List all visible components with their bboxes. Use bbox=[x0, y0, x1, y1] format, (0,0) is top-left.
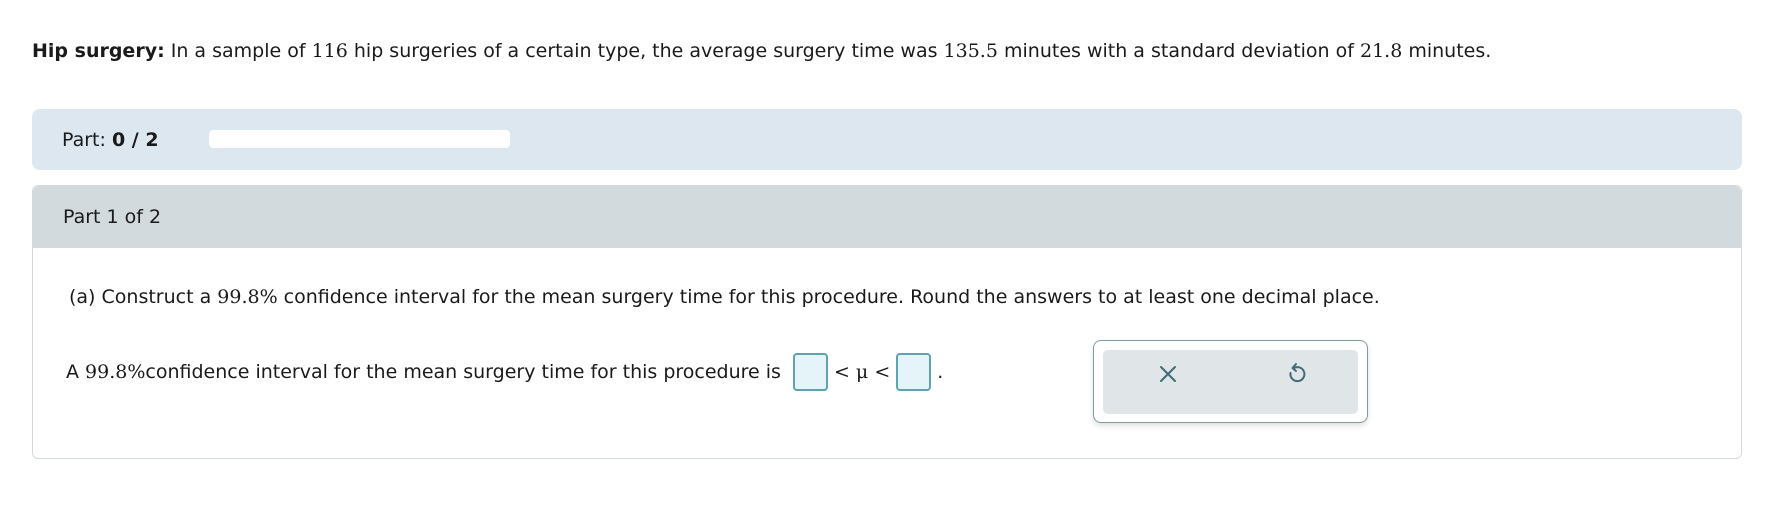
x-icon bbox=[1160, 366, 1176, 382]
upper-bound-input[interactable] bbox=[896, 353, 932, 391]
label: Part: bbox=[62, 129, 106, 151]
question-text: (a) Construct a 99.8% confidence interva… bbox=[69, 286, 1380, 308]
problem-statement: Hip surgery: In a sample of 116 hip surg… bbox=[32, 40, 1491, 62]
part-count: 0 / 2 bbox=[111, 129, 159, 151]
progress-track bbox=[209, 130, 510, 148]
answer-line: A 99.8% confidence interval for the mean… bbox=[66, 353, 943, 391]
part-title: Part 1 of 2 bbox=[63, 206, 162, 228]
confidence-level: 99.8% bbox=[85, 361, 146, 383]
part-progress-label: Part: 0 / 2 bbox=[62, 129, 159, 151]
text: confidence interval for the mean surgery… bbox=[277, 286, 1380, 308]
problem-label: Hip surgery: bbox=[32, 40, 165, 62]
confidence-level: 99.8% bbox=[217, 286, 278, 308]
text: confidence interval for the mean surgery… bbox=[145, 361, 781, 383]
text: (a) Construct a bbox=[69, 286, 218, 308]
text: In a sample of bbox=[164, 40, 312, 62]
reset-button[interactable] bbox=[1280, 357, 1314, 391]
answer-tools bbox=[1093, 340, 1368, 423]
mean-value: 135.5 bbox=[943, 40, 998, 62]
part-progress-bar: Part: 0 / 2 bbox=[32, 109, 1742, 170]
part-header: Part 1 of 2 bbox=[33, 186, 1741, 248]
text: minutes with a standard deviation of bbox=[997, 40, 1360, 62]
clear-button[interactable] bbox=[1151, 357, 1185, 391]
undo-icon bbox=[1289, 363, 1306, 383]
lower-bound-input[interactable] bbox=[792, 353, 828, 391]
text: A bbox=[66, 361, 86, 383]
part-card: Part 1 of 2 bbox=[32, 185, 1742, 459]
text: minutes. bbox=[1402, 40, 1492, 62]
sd-value: 21.8 bbox=[1360, 40, 1403, 62]
period: . bbox=[937, 361, 944, 383]
tools-panel bbox=[1103, 350, 1358, 414]
text: hip surgeries of a certain type, the ave… bbox=[347, 40, 944, 62]
mu-inequality: < μ < bbox=[833, 361, 891, 383]
sample-size: 116 bbox=[311, 40, 348, 62]
